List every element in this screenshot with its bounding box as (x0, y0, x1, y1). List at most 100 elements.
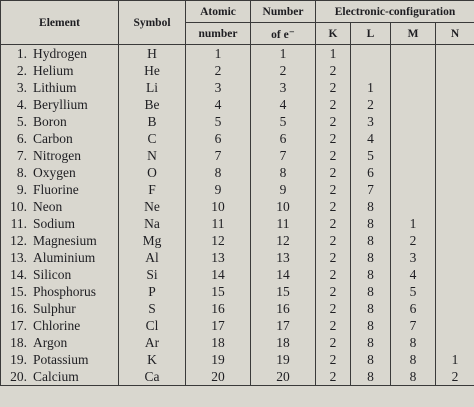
shell-cell: 2 (315, 334, 351, 351)
shell-cell: 2 (315, 249, 351, 266)
row-number: 1. (16, 46, 27, 61)
shell-cell: 2 (315, 351, 351, 368)
shell-cell: 8 (350, 317, 391, 334)
shell-cell (434, 62, 474, 79)
table-row: 10. Neon Ne 10 10 2 8 (0, 198, 474, 215)
shell-cell: 8 (350, 198, 391, 215)
element-cell: 8. Oxygen (0, 164, 119, 181)
element-cell: 10. Neon (0, 198, 119, 215)
element-cell: 19. Potassium (0, 351, 119, 368)
table-row: 20. Calcium Ca 20 20 2 8 8 2 (0, 368, 474, 386)
shell-cell: 4 (350, 130, 391, 147)
shell-cell: 2 (434, 368, 474, 386)
symbol-cell: K (118, 351, 186, 368)
element-name: Sulphur (33, 301, 76, 316)
shell-cell: 4 (390, 266, 436, 283)
shell-cell: 6 (350, 164, 391, 181)
symbol-cell: Ar (118, 334, 186, 351)
symbol-cell: P (118, 283, 186, 300)
symbol-cell: Si (118, 266, 186, 283)
table-row: 1. Hydrogen H 1 1 1 (0, 44, 474, 62)
element-table: Element Symbol Atomic Number Electronic-… (0, 0, 474, 386)
row-number: 16. (10, 301, 27, 316)
row-number: 4. (16, 97, 27, 112)
shell-cell: 5 (390, 283, 436, 300)
electrons-cell: 18 (250, 334, 316, 351)
atomic-number-cell: 18 (185, 334, 251, 351)
atomic-number-cell: 16 (185, 300, 251, 317)
row-number: 10. (10, 199, 27, 214)
shell-cell: 2 (350, 96, 391, 113)
shell-cell (390, 181, 436, 198)
shell-cell (434, 232, 474, 249)
table-row: 7. Nitrogen N 7 7 2 5 (0, 147, 474, 164)
table-row: 19. Potassium K 19 19 2 8 8 1 (0, 351, 474, 368)
table-body: 1. Hydrogen H 1 1 1 2. Helium He 2 2 2 3. Lithium Li 3 3… (0, 44, 474, 386)
symbol-cell: Li (118, 79, 186, 96)
atomic-number-cell: 5 (185, 113, 251, 130)
shell-cell: 8 (390, 351, 436, 368)
shell-cell (434, 164, 474, 181)
row-number: 5. (16, 114, 27, 129)
electrons-cell: 12 (250, 232, 316, 249)
symbol-cell: S (118, 300, 186, 317)
symbol-cell: O (118, 164, 186, 181)
element-name: Aluminium (33, 250, 96, 265)
row-number: 13. (10, 250, 27, 265)
shell-cell (390, 147, 436, 164)
shell-cell: 2 (315, 164, 351, 181)
shell-cell (434, 198, 474, 215)
element-cell: 11. Sodium (0, 215, 119, 232)
element-name: Lithium (33, 80, 77, 95)
header-configuration: Electronic-configuration (314, 0, 474, 23)
shell-cell: 8 (350, 368, 391, 386)
header-shell: N (434, 22, 474, 45)
element-name: Phosphorus (33, 284, 97, 299)
element-cell: 1. Hydrogen (0, 44, 119, 62)
row-number: 14. (10, 267, 27, 282)
element-cell: 16. Sulphur (0, 300, 119, 317)
element-name: Fluorine (33, 182, 79, 197)
atomic-number-cell: 12 (185, 232, 251, 249)
element-name: Helium (33, 63, 74, 78)
atomic-number-cell: 8 (185, 164, 251, 181)
element-name: Sodium (33, 216, 76, 231)
shell-cell (434, 300, 474, 317)
shell-cell: 8 (350, 351, 391, 368)
shell-cell (434, 334, 474, 351)
shell-cell (390, 79, 436, 96)
header-shell: L (350, 22, 391, 45)
table-row: 11. Sodium Na 11 11 2 8 1 (0, 215, 474, 232)
electrons-cell: 7 (250, 147, 316, 164)
symbol-cell: B (118, 113, 186, 130)
shell-cell: 2 (315, 147, 351, 164)
electrons-cell: 16 (250, 300, 316, 317)
row-number: 18. (10, 335, 27, 350)
element-name: Carbon (33, 131, 73, 146)
table-row: 3. Lithium Li 3 3 2 1 (0, 79, 474, 96)
shell-cell: 2 (315, 130, 351, 147)
element-cell: 17. Chlorine (0, 317, 119, 334)
shell-cell: 2 (315, 215, 351, 232)
atomic-number-cell: 6 (185, 130, 251, 147)
row-number: 2. (16, 63, 27, 78)
shell-cell (434, 215, 474, 232)
atomic-number-cell: 11 (185, 215, 251, 232)
table-row: 8. Oxygen O 8 8 2 6 (0, 164, 474, 181)
element-cell: 3. Lithium (0, 79, 119, 96)
symbol-cell: Ca (118, 368, 186, 386)
shell-cell: 8 (350, 300, 391, 317)
shell-cell (390, 198, 436, 215)
element-name: Oxygen (33, 165, 76, 180)
shell-cell: 8 (390, 368, 436, 386)
electrons-cell: 6 (250, 130, 316, 147)
shell-cell: 8 (350, 232, 391, 249)
element-cell: 2. Helium (0, 62, 119, 79)
atomic-number-cell: 1 (185, 44, 251, 62)
shell-cell: 3 (390, 249, 436, 266)
shell-cell: 2 (390, 232, 436, 249)
electrons-cell: 4 (250, 96, 316, 113)
atomic-number-cell: 19 (185, 351, 251, 368)
shell-cell: 1 (434, 351, 474, 368)
